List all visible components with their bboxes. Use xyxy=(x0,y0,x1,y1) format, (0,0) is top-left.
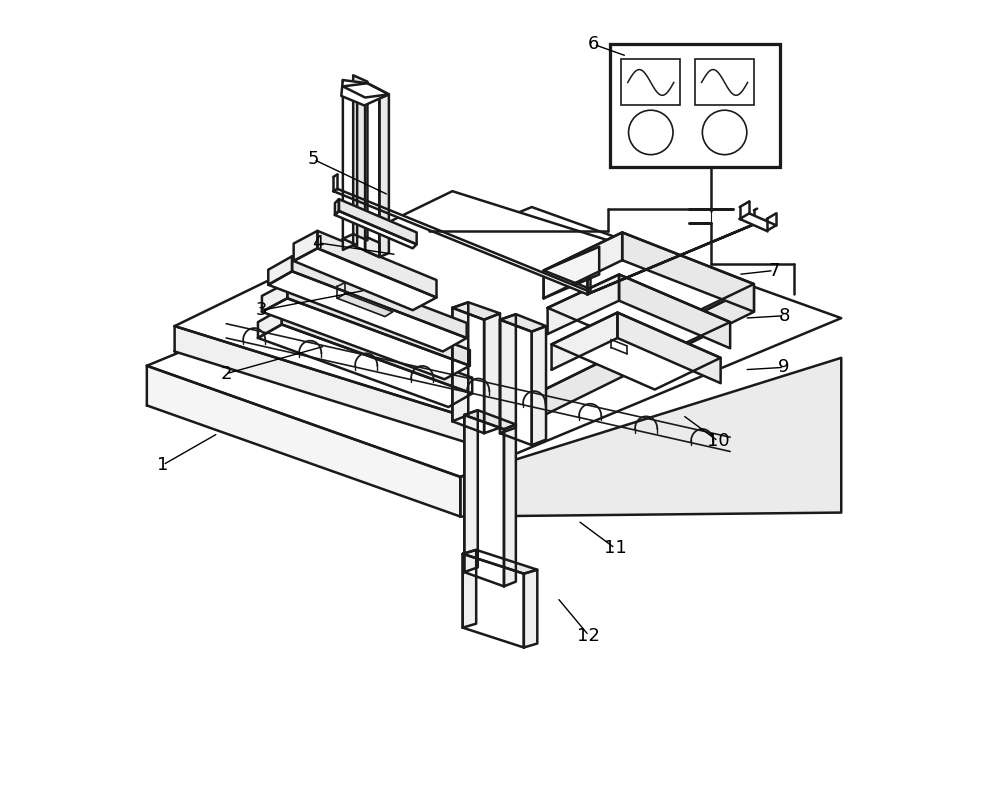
Polygon shape xyxy=(619,274,730,348)
Polygon shape xyxy=(548,274,619,334)
Polygon shape xyxy=(175,191,754,421)
Polygon shape xyxy=(294,248,437,310)
Text: 8: 8 xyxy=(778,307,790,325)
Polygon shape xyxy=(292,256,467,338)
Polygon shape xyxy=(333,188,590,294)
Polygon shape xyxy=(500,314,516,433)
Bar xyxy=(695,60,754,106)
Polygon shape xyxy=(282,308,472,394)
Polygon shape xyxy=(287,282,470,366)
Polygon shape xyxy=(268,271,467,351)
Polygon shape xyxy=(587,223,757,294)
Polygon shape xyxy=(452,302,468,421)
Polygon shape xyxy=(262,282,287,312)
Polygon shape xyxy=(544,232,754,322)
Polygon shape xyxy=(544,232,622,298)
Text: 11: 11 xyxy=(604,539,626,557)
Polygon shape xyxy=(500,320,532,445)
Polygon shape xyxy=(617,312,721,383)
Polygon shape xyxy=(463,554,524,647)
Polygon shape xyxy=(343,234,353,250)
Polygon shape xyxy=(343,80,357,245)
Polygon shape xyxy=(258,308,282,338)
Polygon shape xyxy=(460,358,841,517)
Polygon shape xyxy=(452,308,484,433)
Polygon shape xyxy=(337,293,393,316)
Polygon shape xyxy=(258,324,472,407)
Polygon shape xyxy=(500,314,546,332)
Polygon shape xyxy=(268,256,292,285)
Polygon shape xyxy=(365,94,379,257)
Polygon shape xyxy=(464,410,516,429)
Polygon shape xyxy=(317,231,437,297)
Polygon shape xyxy=(464,415,504,587)
Text: 5: 5 xyxy=(308,150,319,169)
Polygon shape xyxy=(452,302,500,320)
Polygon shape xyxy=(464,410,478,572)
Polygon shape xyxy=(463,550,476,627)
Polygon shape xyxy=(335,211,417,248)
Polygon shape xyxy=(335,199,339,215)
Text: 4: 4 xyxy=(312,234,323,252)
Bar xyxy=(621,60,680,106)
Polygon shape xyxy=(544,246,599,298)
Text: 9: 9 xyxy=(778,359,790,376)
Text: 1: 1 xyxy=(157,456,168,474)
Polygon shape xyxy=(147,366,460,517)
Polygon shape xyxy=(463,550,537,574)
Polygon shape xyxy=(262,298,470,379)
Polygon shape xyxy=(484,313,500,433)
Polygon shape xyxy=(552,312,617,370)
Text: 2: 2 xyxy=(220,365,232,382)
Text: 3: 3 xyxy=(256,301,268,320)
Polygon shape xyxy=(365,236,379,257)
Text: 6: 6 xyxy=(588,35,599,53)
Polygon shape xyxy=(740,213,776,231)
Polygon shape xyxy=(480,286,754,447)
Bar xyxy=(610,45,780,168)
Polygon shape xyxy=(147,207,841,477)
Polygon shape xyxy=(552,312,721,390)
Polygon shape xyxy=(524,570,537,647)
Polygon shape xyxy=(343,83,389,98)
Polygon shape xyxy=(339,199,417,244)
Polygon shape xyxy=(379,95,389,257)
Polygon shape xyxy=(622,232,754,312)
Text: 12: 12 xyxy=(577,626,600,645)
Polygon shape xyxy=(532,326,546,445)
Polygon shape xyxy=(548,274,730,355)
Polygon shape xyxy=(504,425,516,587)
Polygon shape xyxy=(353,76,367,240)
Polygon shape xyxy=(341,80,389,106)
Polygon shape xyxy=(175,326,480,447)
Text: 10: 10 xyxy=(707,432,730,450)
Text: 7: 7 xyxy=(768,262,780,280)
Polygon shape xyxy=(294,231,317,261)
